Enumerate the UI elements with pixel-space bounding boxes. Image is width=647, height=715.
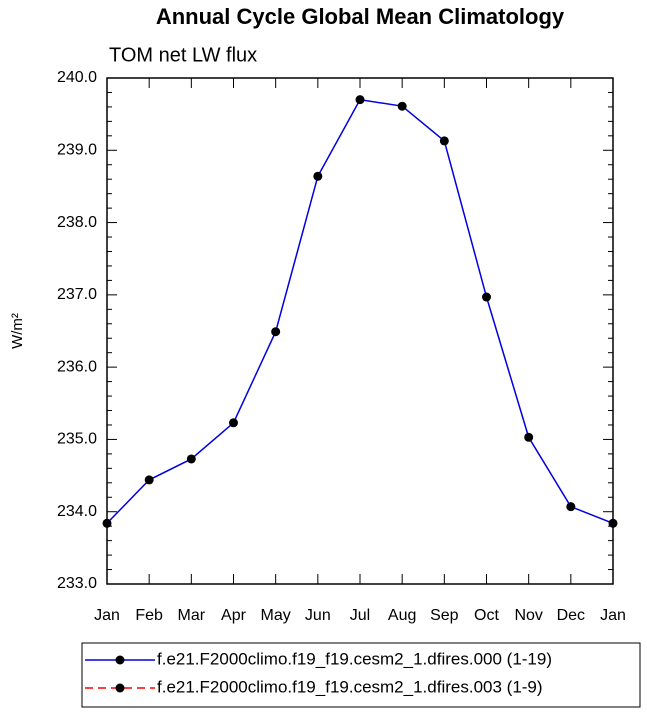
- x-tick-label: Feb: [135, 607, 163, 624]
- plot-frame: [106, 77, 614, 585]
- x-tick-label: May: [261, 607, 291, 624]
- y-tick-label: 240.0: [57, 69, 97, 86]
- series-marker: [566, 502, 576, 512]
- x-tick-label: Jun: [305, 607, 331, 624]
- chart-title: Annual Cycle Global Mean Climatology: [156, 4, 565, 29]
- series-marker: [355, 95, 365, 105]
- y-tick-label: 239.0: [57, 142, 97, 159]
- y-tick-label: 233.0: [57, 575, 97, 592]
- series-line: [106, 98, 614, 524]
- chart-subtitle: TOM net LW flux: [109, 44, 257, 66]
- y-tick-label: 237.0: [57, 286, 97, 303]
- series-marker: [524, 432, 534, 442]
- x-tick-label: Jan: [94, 607, 120, 624]
- legend-box: [81, 642, 641, 708]
- y-tick-label: 236.0: [57, 358, 97, 375]
- series-marker: [397, 101, 407, 111]
- series-marker: [144, 475, 154, 485]
- y-axis-label: W/m²: [9, 313, 26, 349]
- x-tick-label: Nov: [514, 607, 542, 624]
- y-tick-label: 238.0: [57, 214, 97, 231]
- x-tick-label: Aug: [388, 607, 416, 624]
- x-tick-label: Apr: [221, 607, 247, 624]
- legend-label: f.e21.F2000climo.f19_f19.cesm2_1.dfires.…: [157, 649, 552, 668]
- series-marker: [439, 136, 449, 146]
- series-marker: [102, 518, 112, 528]
- series-marker: [229, 418, 238, 428]
- legend-label: f.e21.F2000climo.f19_f19.cesm2_1.dfires.…: [157, 677, 543, 696]
- x-tick-label: Jul: [350, 607, 370, 624]
- x-tick-label: Dec: [557, 607, 585, 624]
- legend-marker: [115, 655, 125, 665]
- series-marker: [608, 518, 618, 528]
- legend-marker: [115, 683, 125, 693]
- y-tick-label: 235.0: [57, 431, 97, 448]
- series-marker: [482, 292, 491, 302]
- x-tick-label: Oct: [474, 607, 499, 624]
- x-tick-label: Mar: [178, 607, 206, 624]
- y-tick-label: 234.0: [57, 503, 97, 520]
- x-tick-label: Sep: [430, 607, 459, 624]
- series-marker: [313, 171, 323, 181]
- series-marker: [186, 454, 196, 464]
- x-tick-label: Jan: [600, 607, 626, 624]
- series-marker: [271, 327, 281, 337]
